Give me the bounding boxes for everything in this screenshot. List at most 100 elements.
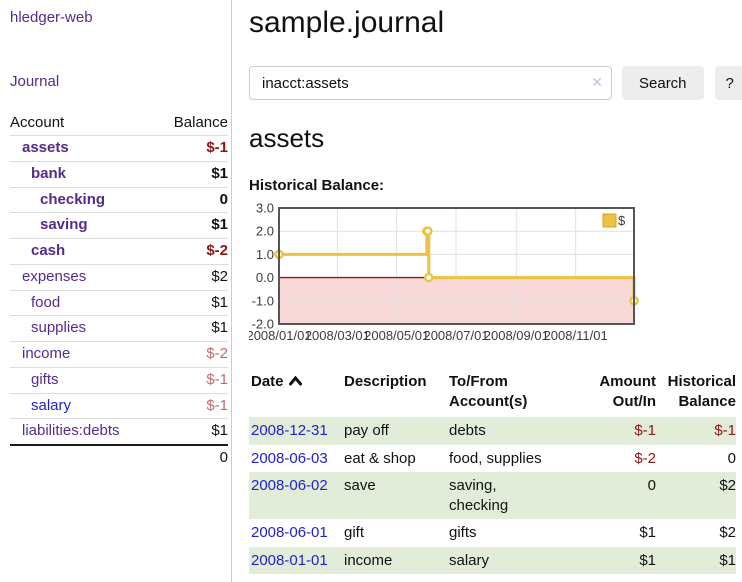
- account-row: saving $1: [10, 212, 228, 239]
- svg-text:2008/07/01: 2008/07/01: [423, 328, 488, 343]
- account-link-checking[interactable]: checking: [40, 190, 106, 208]
- account-row: food $1: [10, 289, 228, 316]
- transaction-date-link[interactable]: 2008-12-31: [251, 422, 328, 439]
- register-balance-cell: $-1: [656, 417, 736, 445]
- account-cell: saving: [10, 212, 156, 239]
- sort-ascending-icon: [288, 372, 302, 392]
- register-description-cell: gift: [344, 524, 365, 541]
- register-row: 2008-12-31 pay off debts $-1 $-1: [249, 417, 736, 445]
- account-link-income[interactable]: income: [22, 345, 71, 362]
- register-amount-cell: $-1: [580, 417, 656, 445]
- account-cell: supplies: [10, 315, 156, 342]
- account-row: assets $-1: [10, 135, 228, 162]
- svg-text:2.0: 2.0: [256, 224, 274, 239]
- account-row: salary $-1: [10, 392, 228, 419]
- account-balance: $-2: [155, 341, 228, 368]
- accounts-total-spacer: [10, 444, 156, 471]
- balance-chart-svg: 3.0 2.0 1.0 0.0 -1.0 -2.02008/01/012008/03/01…: [246, 201, 639, 343]
- register-description-cell: pay off: [344, 417, 449, 445]
- register-row: 2008-06-03 eat & shop food, supplies $-2 0: [249, 445, 736, 473]
- register-header-accounts: To/From Account(s): [449, 373, 528, 410]
- legend-label: $: [618, 213, 626, 228]
- account-row: expenses $2: [10, 263, 228, 290]
- transaction-date-link[interactable]: 2008-01-01: [251, 551, 328, 569]
- transaction-date-link[interactable]: 2008-06-03: [251, 449, 328, 467]
- account-cell: gifts: [10, 366, 156, 393]
- transaction-date-link[interactable]: 2008-06-02: [251, 477, 328, 494]
- account-cell: bank: [10, 160, 156, 187]
- search-input[interactable]: [249, 66, 612, 100]
- account-row: cash $-2: [10, 238, 228, 265]
- account-link-cash[interactable]: cash: [31, 242, 66, 259]
- help-button[interactable]: ?: [714, 66, 742, 100]
- accounts-header-account: Account: [10, 114, 65, 131]
- register-row: 2008-06-01 gift gifts $1 $2: [249, 519, 736, 547]
- register-amount-cell: $-2: [634, 449, 656, 467]
- register-date-cell: 2008-12-31: [249, 417, 344, 445]
- register-amount-cell: $1: [580, 546, 656, 574]
- register-header-row: Date Description To/From Account(s) Amou…: [249, 370, 736, 417]
- main-content: sample.journal ✕ Search ? assets Histori…: [232, 0, 742, 582]
- account-link-salary[interactable]: salary: [31, 396, 72, 414]
- account-cell: income: [10, 341, 156, 368]
- svg-text:3.0: 3.0: [256, 201, 274, 216]
- svg-text:-2.0: -2.0: [252, 317, 274, 332]
- account-row: liabilities:debts $1: [10, 418, 228, 445]
- account-link-supplies[interactable]: supplies: [31, 319, 87, 337]
- register-date-cell: 2008-06-02: [249, 472, 344, 519]
- svg-text:2008/11/01: 2008/11/01: [544, 328, 608, 343]
- register-row: 2008-01-01 income salary $1 $1: [249, 546, 736, 574]
- register-date-cell: 2008-01-01: [249, 546, 344, 574]
- register-date-cell: 2008-06-01: [249, 519, 344, 547]
- account-balance: $1: [155, 212, 228, 239]
- svg-text:2008/01/01: 2008/01/01: [249, 328, 312, 343]
- register-header-description: Description: [344, 373, 427, 390]
- account-balance: $1: [155, 315, 228, 342]
- app-title-link[interactable]: hledger-web: [10, 9, 93, 26]
- account-link-expenses[interactable]: expenses: [22, 267, 87, 285]
- accounts-table: Account Balance assets $-1 bank $1 checking 0…: [10, 111, 228, 471]
- account-balance: 0: [155, 186, 228, 213]
- search-button[interactable]: Search: [622, 66, 704, 100]
- clear-search-icon[interactable]: ✕: [591, 74, 603, 90]
- account-cell: checking: [10, 186, 156, 213]
- account-link-liabilities-debts[interactable]: liabilities:debts: [22, 422, 120, 440]
- account-balance: $2: [155, 263, 228, 290]
- accounts-total-row: 0: [10, 444, 228, 471]
- register-description-cell: income: [344, 546, 449, 574]
- register-header-date[interactable]: Date: [249, 370, 344, 417]
- account-link-gifts[interactable]: gifts: [31, 370, 59, 388]
- account-heading: assets: [249, 123, 325, 153]
- accounts-header-balance: Balance: [173, 114, 228, 131]
- sidebar: hledger-web Journal Account Balance asse…: [0, 0, 232, 582]
- register-description-cell: save: [344, 472, 449, 519]
- account-link-food[interactable]: food: [31, 293, 61, 311]
- svg-text:1.0: 1.0: [256, 247, 274, 262]
- account-balance: $1: [155, 418, 228, 445]
- register-balance-cell: $2: [719, 524, 736, 541]
- account-balance: $1: [155, 160, 228, 187]
- sidebar-item-journal[interactable]: Journal: [10, 73, 60, 90]
- chart-title: Historical Balance:: [249, 177, 385, 194]
- accounts-total-balance: 0: [155, 444, 228, 471]
- account-balance: $1: [155, 289, 228, 316]
- account-link-assets[interactable]: assets: [22, 139, 69, 156]
- account-link-saving[interactable]: saving: [40, 216, 88, 234]
- account-link-bank[interactable]: bank: [31, 164, 67, 182]
- account-row: income $-2: [10, 341, 228, 368]
- register-accounts-cell: salary: [449, 546, 580, 574]
- balance-chart: 3.0 2.0 1.0 0.0 -1.0 -2.0 2008/01/01 2008/03/01…: [246, 200, 742, 354]
- account-cell: assets: [10, 135, 156, 162]
- account-row: gifts $-1: [10, 366, 228, 393]
- register-row: 2008-06-02 save saving, checking 0 $2: [249, 472, 736, 519]
- account-row: bank $1: [10, 160, 228, 187]
- register-description-cell: eat & shop: [344, 449, 416, 467]
- register-date-cell: 2008-06-03: [249, 445, 344, 473]
- account-cell: food: [10, 289, 156, 316]
- page-title: sample.journal: [249, 6, 445, 39]
- register-accounts-cell: food, supplies: [449, 449, 542, 467]
- register-balance-cell: $2: [656, 472, 736, 519]
- transaction-date-link[interactable]: 2008-06-01: [251, 524, 328, 541]
- search-box: ✕: [249, 66, 612, 100]
